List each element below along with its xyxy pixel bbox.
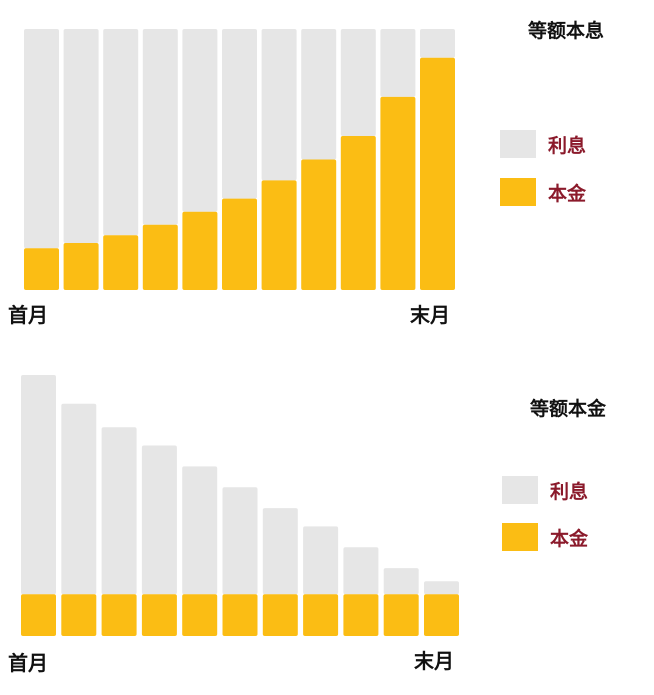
- legend-label-principal: 本金: [550, 527, 589, 550]
- bar-interest-11: [424, 581, 459, 595]
- x-tick-label-last: 末月: [414, 649, 454, 673]
- bar-principal-10: [383, 594, 419, 636]
- bar-principal-4: [142, 224, 178, 290]
- bar-principal-9: [343, 594, 379, 636]
- chart-title: 等额本息: [527, 19, 604, 42]
- legend-label-interest: 利息: [550, 480, 588, 503]
- bar-interest-7: [262, 508, 298, 595]
- bar-interest-3: [101, 427, 137, 595]
- bar-principal-1: [24, 248, 59, 290]
- bar-interest-4: [142, 29, 178, 225]
- bar-principal-10: [380, 96, 416, 290]
- legend-swatch-principal: [502, 523, 538, 551]
- bar-principal-7: [262, 594, 298, 636]
- bar-principal-3: [103, 235, 139, 290]
- bar-interest-6: [222, 487, 258, 595]
- bar-interest-3: [103, 29, 139, 236]
- chart-equal-principal: 等额本金 首月 末月 利息 本金: [8, 375, 607, 675]
- bar-interest-9: [340, 29, 376, 137]
- legend-label-principal: 本金: [548, 182, 587, 205]
- bar-interest-2: [61, 403, 97, 595]
- bar-principal-1: [21, 594, 56, 636]
- bar-principal-11: [424, 594, 459, 636]
- bar-interest-2: [63, 29, 99, 244]
- bar-principal-2: [63, 243, 99, 290]
- bar-principal-4: [141, 594, 177, 636]
- bar-principal-6: [222, 198, 257, 290]
- bar-interest-5: [182, 466, 218, 595]
- bar-interest-10: [380, 29, 416, 97]
- x-tick-label-first: 首月: [8, 303, 48, 327]
- bar-interest-1: [21, 375, 56, 595]
- bar-interest-5: [182, 29, 218, 212]
- bar-interest-4: [141, 445, 177, 595]
- bar-principal-5: [182, 594, 218, 636]
- bar-principal-3: [101, 594, 137, 636]
- bar-principal-2: [61, 594, 97, 636]
- bars: [21, 375, 459, 636]
- bar-interest-8: [303, 526, 339, 595]
- bar-principal-9: [340, 136, 376, 290]
- bar-interest-8: [301, 29, 337, 160]
- bar-interest-10: [383, 568, 419, 595]
- bar-interest-1: [24, 29, 59, 249]
- legend-label-interest: 利息: [548, 134, 586, 157]
- bar-interest-7: [261, 29, 297, 181]
- bar-principal-7: [261, 180, 297, 290]
- chart-title: 等额本金: [529, 397, 607, 420]
- bar-principal-11: [420, 57, 455, 291]
- bar-interest-9: [343, 547, 379, 595]
- x-tick-label-first: 首月: [8, 651, 48, 675]
- legend-swatch-interest: [500, 130, 536, 158]
- legend-swatch-principal: [500, 178, 536, 206]
- bar-principal-5: [182, 211, 218, 290]
- bar-interest-6: [222, 29, 257, 199]
- chart-equal-installment: 等额本息 首月 末月 利息 本金: [8, 19, 604, 327]
- x-tick-label-last: 末月: [410, 303, 450, 327]
- bar-interest-11: [420, 29, 455, 58]
- legend-swatch-interest: [502, 476, 538, 504]
- bar-principal-8: [303, 594, 339, 636]
- bars: [24, 29, 455, 291]
- bar-principal-6: [222, 594, 258, 636]
- bar-principal-8: [301, 159, 337, 290]
